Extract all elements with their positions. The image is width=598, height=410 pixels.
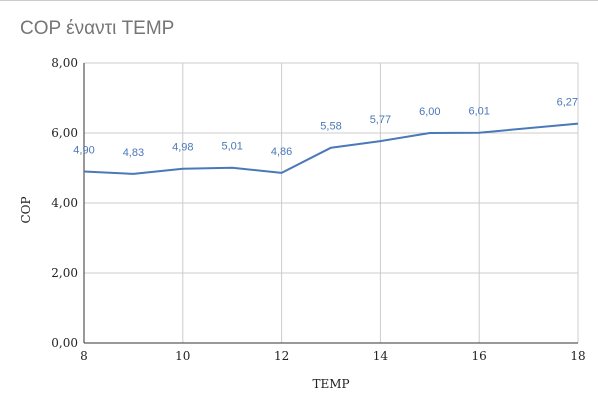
data-label: 6,01 bbox=[468, 106, 489, 118]
y-tick-label: 0,00 bbox=[51, 336, 78, 350]
series-line bbox=[83, 122, 579, 175]
y-tick-label: 8,00 bbox=[51, 56, 78, 70]
data-label: 5,77 bbox=[370, 114, 391, 126]
series bbox=[83, 122, 579, 175]
data-label: 6,00 bbox=[419, 106, 440, 118]
gridlines bbox=[84, 62, 579, 343]
data-label: 4,98 bbox=[172, 142, 193, 154]
x-tick-label: 12 bbox=[274, 349, 289, 363]
x-tick-label: 16 bbox=[472, 349, 487, 363]
data-label: 5,58 bbox=[320, 121, 341, 133]
y-tick-label: 2,00 bbox=[51, 266, 78, 280]
data-labels: 4,90 4,83 4,98 5,01 4,86 5,58 5,77 6,00 6,01 6,27 bbox=[73, 97, 578, 159]
axes bbox=[83, 63, 578, 344]
top-divider bbox=[0, 0, 598, 1]
y-axis-title: COP bbox=[19, 196, 33, 223]
y-tick-label: 4,00 bbox=[51, 196, 78, 210]
tick-labels: 0,00 2,00 4,00 6,00 8,00 8 10 12 14 16 18 bbox=[51, 56, 585, 363]
x-tick-label: 18 bbox=[570, 349, 585, 363]
data-label: 4,86 bbox=[271, 146, 292, 158]
x-axis-title: TEMP bbox=[312, 377, 349, 391]
data-label: 6,27 bbox=[557, 97, 578, 109]
y-tick-label: 6,00 bbox=[51, 126, 78, 140]
x-tick-label: 10 bbox=[175, 349, 190, 363]
data-label: 4,83 bbox=[123, 147, 144, 159]
data-label: 4,90 bbox=[73, 145, 94, 157]
data-label: 5,01 bbox=[221, 141, 242, 153]
chart-title: COP έναντι TEMP bbox=[20, 18, 175, 39]
x-tick-label: 14 bbox=[373, 349, 389, 363]
x-tick-label: 8 bbox=[80, 349, 88, 363]
